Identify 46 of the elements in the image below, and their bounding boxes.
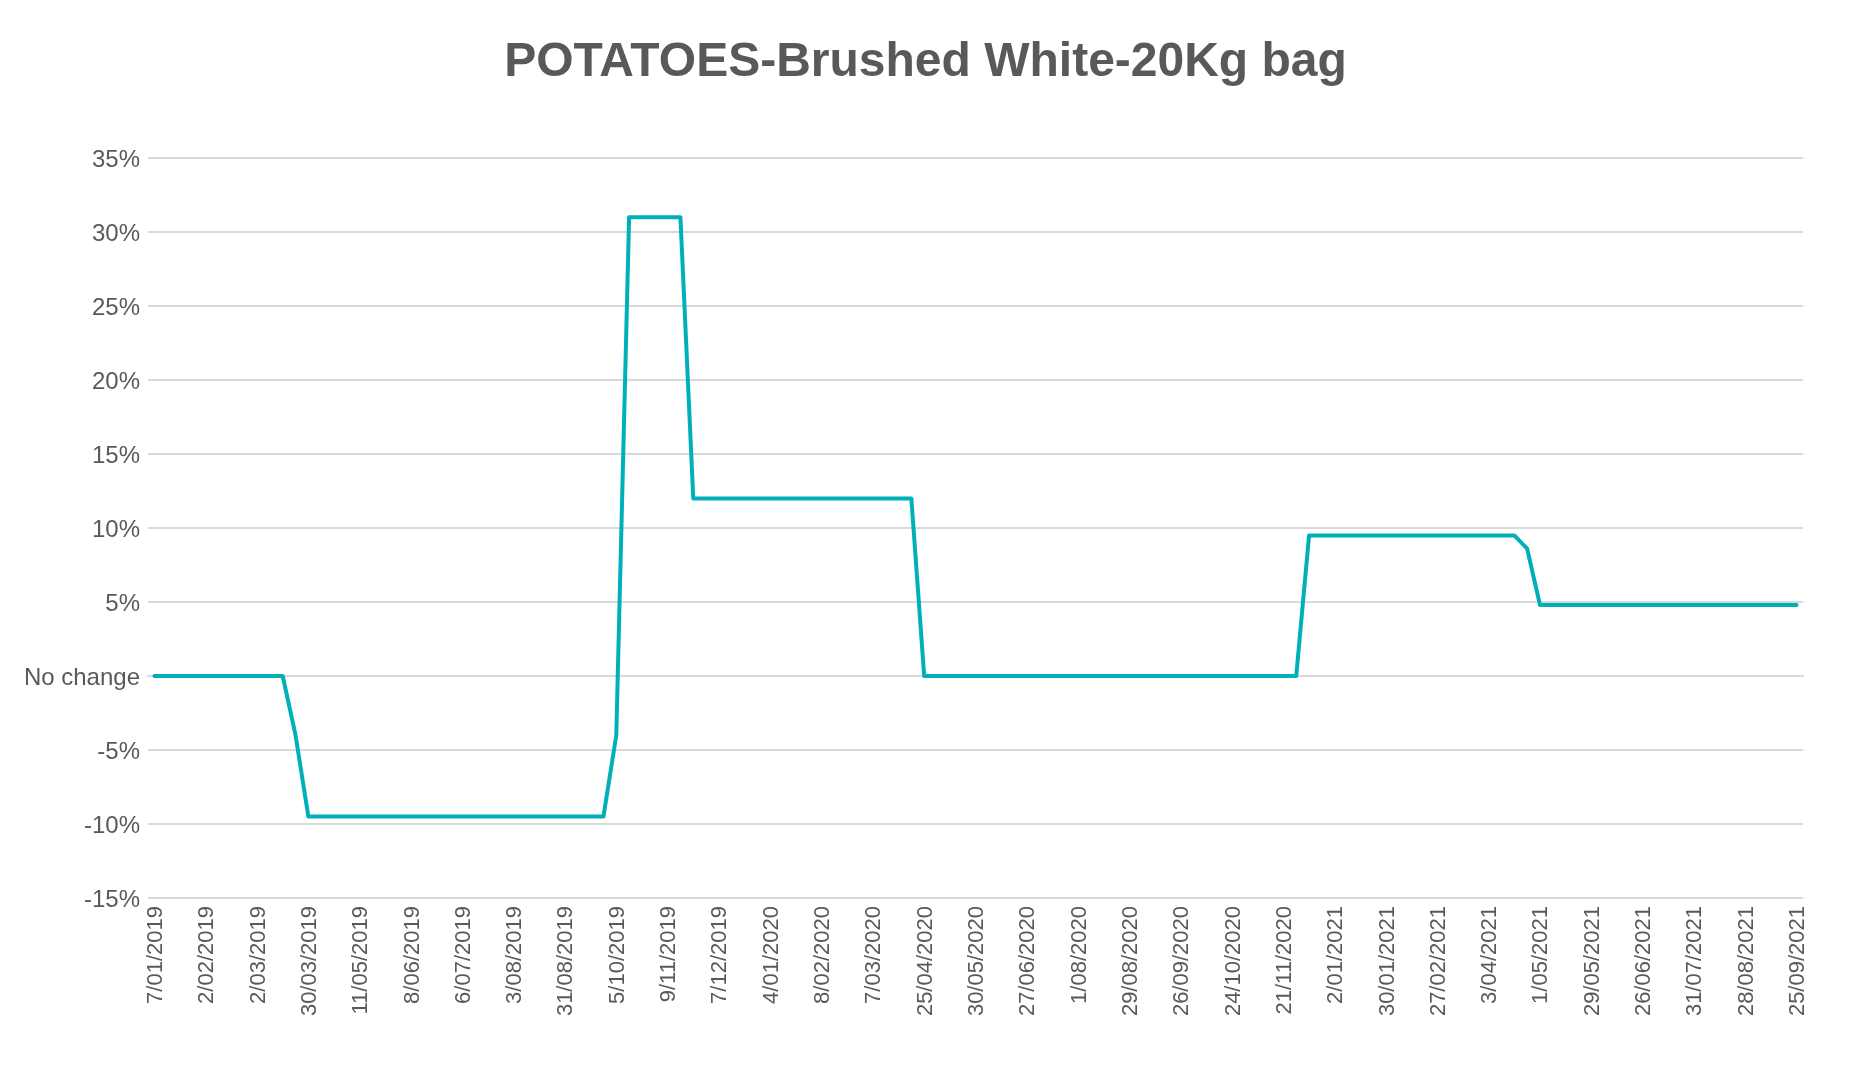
x-tick-label: 5/10/2019 [603,906,629,1004]
x-tick-label: 25/04/2020 [911,906,937,1017]
x-tick-label: 2/01/2021 [1322,906,1348,1004]
x-tick-label: 25/09/2021 [1784,906,1810,1017]
y-tick-label: -15% [83,884,140,912]
x-tick-label: 9/11/2019 [655,906,681,1003]
x-tick-label: 7/01/2019 [141,906,167,1004]
y-tick-label: -5% [97,736,140,764]
x-tick-label: 3/08/2019 [501,906,527,1004]
x-tick-label: 2/03/2019 [244,906,270,1004]
x-tick-label: 24/10/2020 [1219,906,1245,1017]
x-tick-label: 30/03/2019 [295,906,321,1017]
x-tick-label: 2/02/2019 [193,906,219,1004]
x-tick-label: 29/08/2020 [1116,906,1142,1017]
x-tick-label: 1/08/2020 [1065,906,1091,1004]
y-tick-label: 30% [91,218,140,246]
y-tick-label: No change [23,662,140,690]
chart-title: POTATOES-Brushed White-20Kg bag [504,32,1347,86]
line-series [152,215,1799,819]
x-tick-label: 31/08/2019 [552,906,578,1017]
x-tick-label: 7/12/2019 [706,906,732,1004]
y-tick-label: 20% [91,366,140,394]
x-tick-label: 29/05/2021 [1578,906,1604,1017]
y-tick-label: -10% [83,810,140,838]
x-tick-label: 27/02/2021 [1424,906,1450,1017]
x-tick-label: 8/02/2020 [809,906,835,1004]
x-tick-label: 8/06/2019 [398,906,424,1004]
x-tick-label: 1/05/2021 [1527,906,1553,1004]
y-tick-label: 35% [91,144,140,172]
x-tick-label: 6/07/2019 [449,906,475,1004]
x-tick-label: 7/03/2020 [860,906,886,1004]
x-tick-label: 30/01/2021 [1373,906,1399,1017]
y-tick-label: 10% [91,514,140,542]
y-tick-label: 15% [91,440,140,468]
x-tick-label: 3/04/2021 [1476,906,1502,1004]
x-tick-label: 21/11/2020 [1270,906,1296,1015]
y-tick-label: 5% [105,588,140,616]
x-tick-label: 26/09/2020 [1168,906,1194,1017]
x-tick-label: 28/08/2021 [1732,906,1758,1017]
x-tick-label: 11/05/2019 [347,906,373,1015]
x-tick-label: 4/01/2020 [757,906,783,1004]
x-tick-label: 27/06/2020 [1014,906,1040,1017]
x-tick-label: 30/05/2020 [963,906,988,1017]
x-tick-label: 26/06/2021 [1630,906,1656,1017]
y-tick-label: 25% [91,292,140,320]
x-tick-label: 31/07/2021 [1681,906,1707,1017]
